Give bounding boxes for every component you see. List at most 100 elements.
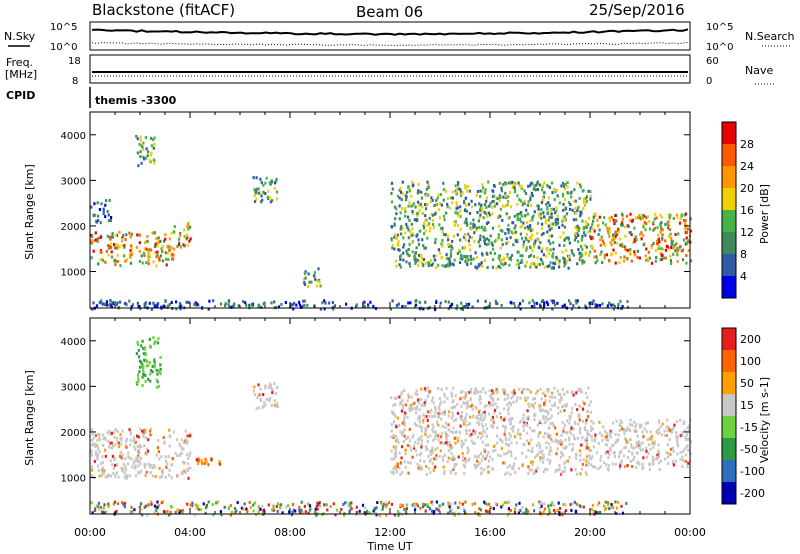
velocity-y-axis-label: Slant Range [km]: [23, 370, 36, 466]
scatter-cell: [298, 505, 301, 509]
scatter-cell: [443, 472, 446, 475]
scatter-cell: [437, 208, 441, 212]
scatter-cell: [577, 227, 580, 231]
scatter-cell: [575, 391, 578, 395]
scatter-cell: [645, 430, 648, 434]
scatter-cell: [419, 459, 422, 462]
scatter-cell: [442, 214, 446, 218]
scatter-cell: [583, 402, 586, 406]
scatter-cell: [124, 444, 127, 448]
scatter-cell: [495, 266, 498, 270]
scatter-cell: [552, 252, 555, 256]
scatter-cell: [125, 233, 128, 237]
scatter-cell: [596, 259, 599, 263]
scatter-cell: [306, 303, 309, 307]
scatter-cell: [687, 427, 690, 431]
scatter-cell: [580, 238, 583, 242]
scatter-cell: [519, 432, 522, 436]
scatter-cell: [523, 442, 526, 446]
scatter-cell: [458, 506, 461, 510]
scatter-cell: [153, 304, 156, 308]
scatter-cell: [592, 445, 595, 449]
scatter-cell: [366, 509, 369, 513]
scatter-cell: [448, 441, 451, 444]
scatter-cell: [600, 250, 603, 254]
scatter-cell: [459, 227, 462, 231]
scatter-cell: [550, 414, 553, 418]
scatter-cell: [548, 234, 551, 238]
scatter-cell: [501, 388, 504, 392]
scatter-cell: [271, 391, 274, 395]
scatter-cell: [150, 136, 153, 140]
scatter-cell: [604, 435, 607, 439]
scatter-cell: [168, 468, 171, 472]
scatter-cell: [526, 212, 529, 216]
scatter-cell: [488, 455, 492, 459]
scatter-cell: [560, 396, 563, 400]
scatter-cell: [533, 301, 536, 305]
scatter-cell: [626, 440, 629, 444]
scatter-cell: [509, 508, 512, 512]
scatter-cell: [142, 148, 145, 152]
scatter-cell: [635, 429, 638, 433]
scatter-cell: [576, 181, 579, 185]
scatter-cell: [364, 506, 367, 510]
scatter-cell: [530, 468, 533, 472]
scatter-cell: [619, 307, 623, 311]
scatter-cell: [457, 187, 460, 191]
scatter-cell: [432, 254, 435, 258]
scatter-cell: [676, 442, 679, 446]
scatter-cell: [554, 262, 557, 266]
scatter-cell: [466, 451, 469, 455]
scatter-cell: [584, 304, 587, 308]
scatter-cell: [227, 507, 230, 511]
scatter-cell: [264, 181, 267, 185]
scatter-cell: [503, 257, 506, 260]
scatter-cell: [114, 263, 117, 267]
scatter-cell: [516, 239, 519, 242]
scatter-cell: [400, 232, 403, 236]
scatter-cell: [552, 266, 555, 270]
scatter-cell: [484, 509, 487, 513]
scatter-cell: [484, 299, 487, 303]
scatter-cell: [416, 214, 419, 218]
scatter-cell: [349, 504, 352, 508]
scatter-cell: [441, 424, 444, 428]
scatter-cell: [93, 459, 96, 463]
scatter-cell: [676, 444, 680, 448]
scatter-cell: [159, 367, 162, 371]
scatter-cell: [540, 504, 543, 508]
scatter-cell: [507, 406, 510, 410]
scatter-cell: [460, 190, 463, 194]
scatter-cell: [490, 424, 493, 428]
scatter-cell: [533, 184, 536, 188]
scatter-cell: [666, 443, 669, 447]
scatter-cell: [594, 437, 597, 441]
scatter-cell: [186, 434, 189, 438]
frequency-panel-frame: [89, 54, 691, 84]
scatter-cell: [113, 301, 116, 305]
scatter-cell: [255, 407, 258, 411]
scatter-cell: [405, 249, 408, 253]
scatter-cell: [535, 265, 538, 269]
scatter-cell: [564, 262, 567, 266]
scatter-cell: [424, 430, 427, 433]
scatter-cell: [263, 401, 266, 405]
scatter-cell: [129, 261, 133, 265]
scatter-cell: [566, 191, 569, 195]
scatter-cell: [451, 445, 454, 449]
scatter-cell: [453, 466, 456, 470]
scatter-cell: [452, 234, 455, 238]
scatter-cell: [404, 448, 407, 452]
scatter-cell: [456, 411, 459, 415]
power-panel-frame: [89, 111, 691, 309]
scatter-cell: [411, 227, 414, 231]
scatter-cell: [105, 303, 108, 307]
scatter-cell: [520, 258, 523, 262]
scatter-cell: [159, 356, 162, 359]
scatter-cell: [456, 233, 459, 237]
scatter-cell: [646, 438, 649, 441]
scatter-cell: [428, 390, 431, 393]
scatter-cell: [623, 454, 626, 458]
scatter-cell: [491, 397, 494, 401]
